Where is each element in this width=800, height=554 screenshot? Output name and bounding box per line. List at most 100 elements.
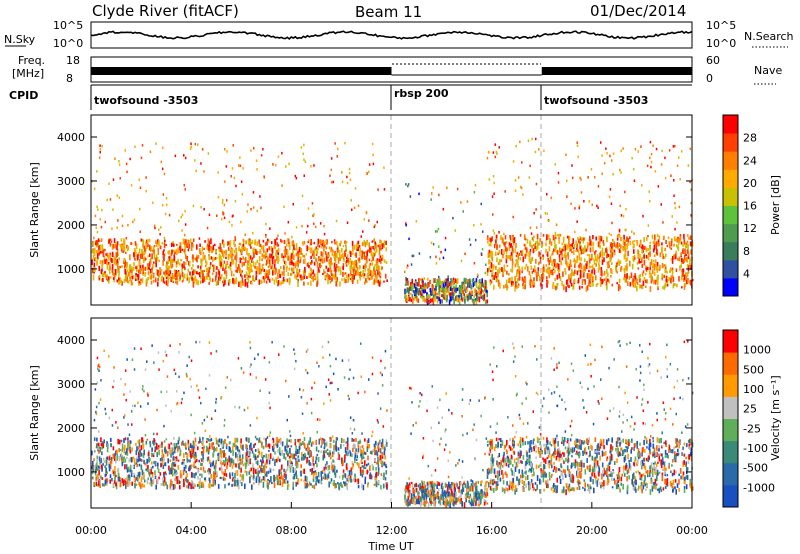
scatter-cell [258, 250, 260, 254]
scatter-cell [251, 447, 253, 451]
scatter-cell [304, 452, 306, 456]
scatter-cell [302, 441, 304, 445]
scatter-cell [106, 279, 109, 282]
scatter-cell [93, 437, 96, 441]
scatter-cell [334, 241, 336, 245]
scatter-cell [671, 258, 674, 264]
scatter-cell [288, 455, 291, 459]
scatter-cell [286, 439, 289, 442]
scatter-cell [661, 149, 663, 153]
scatter-cell [226, 443, 228, 446]
scatter-cell [331, 262, 333, 265]
scatter-cell [164, 447, 166, 452]
scatter-cell [244, 462, 246, 466]
scatter-cell [547, 257, 549, 262]
scatter-cell [138, 281, 141, 284]
cpid-segment-1: twofsound -3503 [94, 94, 198, 107]
scatter-cell [117, 439, 119, 445]
scatter-cell [658, 235, 661, 241]
scatter-cell [256, 209, 258, 213]
scatter-cell [533, 277, 535, 281]
scatter-cell [347, 474, 349, 478]
scatter-cell [528, 176, 531, 179]
scatter-cell [290, 453, 292, 458]
colorbar-swatch [723, 133, 738, 152]
scatter-cell [359, 466, 362, 473]
scatter-cell [262, 245, 265, 252]
scatter-cell [177, 258, 179, 265]
scatter-cell [518, 269, 521, 276]
scatter-cell [268, 459, 271, 465]
scatter-cell [124, 464, 126, 470]
scatter-cell [555, 223, 558, 226]
scatter-cell [99, 476, 102, 479]
scatter-cell [374, 458, 376, 462]
scatter-cell [489, 260, 491, 263]
scatter-cell [586, 273, 589, 279]
scatter-cell [606, 269, 608, 274]
scatter-cell [307, 240, 310, 244]
scatter-cell [404, 288, 406, 295]
scatter-cell [318, 245, 321, 248]
scatter-cell [641, 249, 643, 254]
scatter-cell [485, 286, 488, 290]
scatter-cell [323, 446, 326, 450]
scatter-cell [539, 275, 541, 282]
scatter-cell [622, 245, 624, 250]
scatter-cell [220, 262, 222, 267]
scatter-cell [271, 446, 274, 451]
scatter-cell [550, 241, 553, 246]
scatter-cell [582, 273, 585, 277]
scatter-cell [484, 271, 487, 275]
scatter-cell [527, 139, 530, 142]
scatter-cell [444, 286, 447, 293]
scatter-cell [248, 266, 251, 273]
scatter-cell [453, 286, 455, 290]
scatter-cell [249, 239, 251, 245]
scatter-cell [286, 238, 289, 242]
scatter-cell [245, 437, 248, 441]
scatter-cell [442, 294, 445, 299]
scatter-cell [383, 240, 386, 245]
scatter-cell [296, 260, 298, 267]
scatter-cell [472, 278, 475, 282]
scatter-cell [267, 270, 269, 277]
scatter-cell [611, 159, 613, 162]
scatter-cell [249, 255, 252, 260]
scatter-cell [326, 242, 328, 245]
scatter-cell [157, 468, 160, 473]
scatter-cell [580, 249, 582, 255]
scatter-cell [152, 478, 155, 485]
scatter-cell [230, 247, 233, 250]
scatter-cell [241, 275, 243, 278]
scatter-cell [352, 249, 354, 253]
scatter-cell [250, 264, 253, 271]
scatter-cell [358, 257, 361, 262]
scatter-cell [123, 257, 125, 263]
scatter-cell [192, 264, 194, 267]
scatter-cell [350, 471, 353, 476]
scatter-cell [354, 187, 357, 190]
nsky-tick-top: 10^5 [53, 19, 83, 32]
scatter-cell [558, 239, 560, 244]
scatter-cell [576, 144, 579, 147]
scatter-cell [449, 281, 451, 285]
nsky-label: N.Sky [4, 33, 36, 46]
scatter-cell [644, 273, 647, 276]
scatter-cell [308, 440, 310, 445]
scatter-cell [438, 278, 441, 281]
scatter-cell [131, 282, 134, 286]
scatter-cell [438, 278, 441, 285]
scatter-cell [345, 264, 348, 267]
scatter-cell [255, 159, 258, 162]
scatter-cell [384, 273, 387, 279]
scatter-cell [681, 269, 683, 274]
scatter-cell [348, 167, 351, 171]
scatter-cell [537, 262, 540, 266]
scatter-cell [308, 239, 310, 242]
scatter-cell [124, 383, 127, 386]
scatter-cell [291, 260, 293, 265]
scatter-cell [289, 467, 292, 473]
scatter-cell [129, 446, 131, 450]
scatter-cell [260, 154, 263, 157]
